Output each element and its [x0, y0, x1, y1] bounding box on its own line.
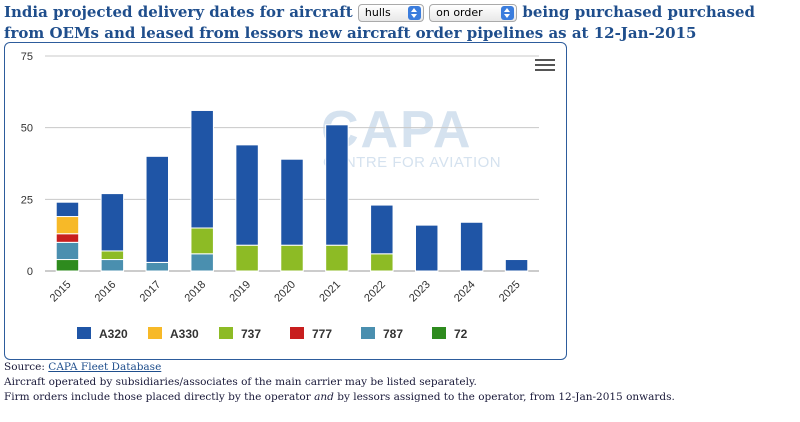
unit-select-value: hulls [364, 6, 391, 19]
x-tick-label: 2016 [93, 279, 119, 305]
x-tick-label: 2020 [272, 279, 298, 305]
bar-A320-2025 [504, 259, 529, 272]
bar-A330-2015 [55, 216, 80, 235]
bar-A320-2020 [280, 158, 304, 246]
note2-and: and [314, 391, 334, 403]
bar-787-2016 [100, 259, 125, 272]
bar-A320-2017 [145, 155, 170, 263]
note2-a: Firm orders include those placed directl… [4, 391, 311, 403]
legend-label-A330: A330 [170, 327, 199, 341]
legend-label-A320: A320 [99, 327, 128, 341]
x-tick-label: 2023 [407, 279, 433, 305]
bar-A320-2016 [100, 193, 125, 252]
bar-787-2015 [55, 241, 80, 261]
bar-737-2016 [100, 250, 125, 261]
bar-A320-2023 [415, 224, 439, 272]
y-tick-label: 25 [21, 194, 33, 206]
bar-737-2020 [280, 244, 304, 272]
x-tick-label: 2021 [317, 279, 343, 305]
title-part1: India projected delivery dates for aircr… [4, 3, 353, 21]
legend-label-737: 737 [241, 327, 261, 341]
bar-787-2017 [145, 261, 170, 272]
bar-A320-2015 [55, 201, 80, 218]
bar-787-2018 [190, 253, 214, 272]
x-tick-label: 2025 [497, 279, 523, 305]
title-part2: being purchased purchased from OEMs and … [4, 3, 755, 42]
x-tick-label: 2024 [452, 279, 478, 305]
bar-A320-2018 [190, 109, 214, 229]
x-tick-label: 2017 [138, 279, 164, 305]
stacked-bar-chart: CAPA CENTRE FOR AVIATION 2015 2016 2017 201… [21, 51, 539, 341]
watermark-sub: CENTRE FOR AVIATION [323, 154, 501, 171]
legend-swatch-A330 [148, 327, 162, 339]
bar-A320-2021 [325, 124, 349, 246]
y-tick-label: 75 [21, 51, 33, 63]
bar-A320-2022 [370, 204, 394, 255]
x-tick-label: 2019 [227, 279, 253, 305]
bar-A320-2024 [459, 221, 484, 272]
bar-737-2018 [190, 227, 214, 255]
legend-swatch-737 [219, 327, 233, 339]
x-tick-label: 2018 [183, 279, 209, 305]
legend-label-777: 777 [312, 327, 332, 341]
x-tick-label: 2015 [48, 279, 74, 305]
status-select-value: on order [436, 6, 483, 19]
bar-72-2015 [55, 259, 80, 272]
select-arrows-icon [407, 6, 421, 20]
legend-swatch-787 [361, 327, 375, 339]
source-line: Source: CAPA Fleet Database [4, 361, 161, 373]
y-tick-label: 50 [21, 123, 33, 135]
footer-note-1: Aircraft operated by subsidiaries/associ… [4, 376, 477, 388]
legend-label-787: 787 [383, 327, 403, 341]
x-tick-label: 2022 [362, 279, 388, 305]
source-link[interactable]: CAPA Fleet Database [48, 361, 162, 373]
bar-737-2021 [325, 244, 349, 272]
select-arrows-icon [501, 6, 515, 20]
bar-737-2022 [370, 253, 394, 272]
page-title: India projected delivery dates for aircr… [4, 2, 796, 44]
chart-container: CAPA CENTRE FOR AVIATION 2015 2016 2017 201… [4, 42, 567, 360]
bar-777-2015 [55, 233, 80, 243]
note2-c: by lessors assigned to the operator, fro… [337, 391, 675, 403]
y-tick-label: 0 [27, 266, 33, 278]
status-select[interactable]: on order [429, 4, 518, 22]
bar-737-2019 [235, 244, 259, 272]
legend-label-72: 72 [454, 327, 468, 341]
unit-select[interactable]: hulls [357, 4, 424, 22]
chart-menu-icon[interactable] [535, 59, 555, 75]
legend-swatch-777 [290, 327, 304, 339]
source-prefix: Source: [4, 361, 45, 373]
footer-note-2: Firm orders include those placed directl… [4, 391, 675, 403]
legend-swatch-A320 [77, 327, 91, 339]
bar-A320-2019 [235, 144, 259, 246]
legend-swatch-72 [432, 327, 446, 339]
